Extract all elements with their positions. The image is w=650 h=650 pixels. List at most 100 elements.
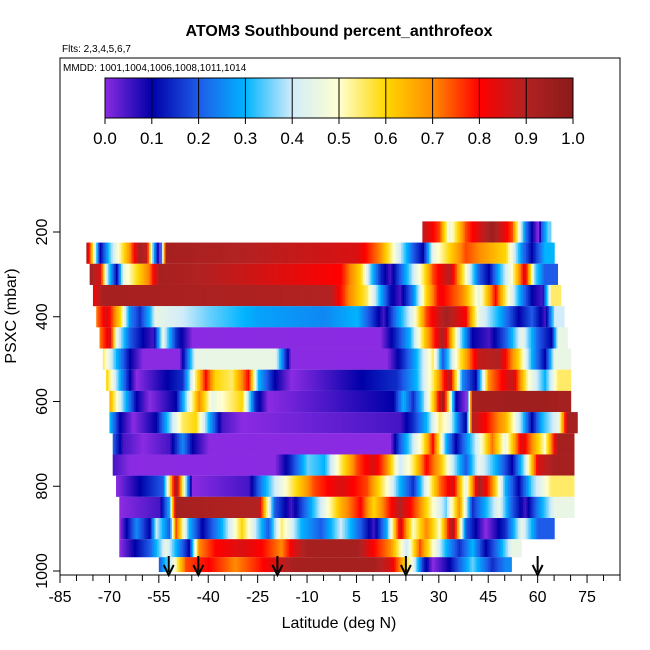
heat-cell bbox=[498, 369, 501, 391]
heat-cell bbox=[430, 348, 433, 370]
heat-cell bbox=[239, 454, 242, 476]
heat-cell bbox=[346, 433, 349, 455]
heat-cell bbox=[234, 496, 237, 519]
heat-cell bbox=[470, 263, 473, 285]
heat-cell bbox=[419, 433, 422, 455]
heat-cell bbox=[522, 433, 526, 455]
heat-cell bbox=[568, 496, 572, 519]
heat-cell bbox=[241, 263, 244, 285]
heat-cell bbox=[427, 496, 430, 519]
heat-cell bbox=[476, 242, 479, 264]
heat-cell bbox=[524, 518, 527, 540]
heat-cell bbox=[218, 433, 221, 455]
heat-cell bbox=[427, 557, 430, 573]
heat-cell bbox=[244, 412, 247, 434]
heat-cell bbox=[144, 348, 147, 370]
heat-cell bbox=[422, 369, 425, 391]
heat-cell bbox=[167, 518, 170, 540]
heat-cell bbox=[480, 557, 483, 573]
heat-cell bbox=[221, 557, 224, 573]
heat-cell bbox=[257, 390, 260, 413]
heat-cell bbox=[400, 433, 404, 455]
heat-cell bbox=[550, 306, 554, 328]
heat-cell bbox=[173, 518, 176, 540]
heat-cell bbox=[232, 306, 236, 328]
heat-cell bbox=[455, 475, 458, 497]
heat-cell bbox=[402, 412, 405, 434]
heat-cell bbox=[307, 539, 310, 558]
heat-cell bbox=[519, 348, 522, 370]
heat-cell bbox=[109, 327, 112, 349]
heat-cell bbox=[519, 454, 522, 476]
heat-cell bbox=[381, 263, 384, 285]
heat-cell bbox=[455, 496, 458, 519]
heat-cell bbox=[346, 518, 349, 540]
heat-cell bbox=[218, 284, 221, 307]
heat-cell bbox=[168, 412, 171, 434]
heat-cell bbox=[172, 327, 175, 349]
heat-cell bbox=[295, 306, 298, 328]
heat-cell bbox=[463, 306, 466, 328]
heat-cell bbox=[382, 242, 386, 264]
heat-cell bbox=[460, 242, 463, 264]
heat-cell bbox=[117, 475, 120, 497]
heat-cell bbox=[293, 327, 297, 349]
heat-cell bbox=[400, 327, 404, 349]
heat-cell bbox=[297, 327, 300, 349]
heat-cell bbox=[331, 390, 335, 413]
heat-cell bbox=[256, 539, 259, 558]
heat-cell bbox=[242, 242, 246, 264]
heat-cell bbox=[359, 496, 363, 519]
heat-cell bbox=[300, 284, 303, 307]
heat-cell bbox=[486, 496, 489, 519]
heat-cell bbox=[223, 242, 226, 264]
heat-cell bbox=[550, 263, 554, 285]
heat-cell bbox=[140, 518, 143, 540]
heat-cell bbox=[211, 496, 214, 519]
heat-cell bbox=[564, 475, 567, 497]
heat-cell bbox=[140, 454, 143, 476]
heat-cell bbox=[284, 433, 287, 455]
heat-cell bbox=[420, 496, 423, 519]
heat-cell bbox=[432, 539, 435, 558]
heat-cell bbox=[331, 306, 335, 328]
heat-cell bbox=[251, 557, 254, 573]
heat-cell bbox=[144, 433, 147, 455]
heat-cell bbox=[372, 518, 376, 540]
heat-cell bbox=[147, 454, 150, 476]
heat-cell bbox=[363, 412, 366, 434]
heat-cell bbox=[447, 242, 450, 264]
heat-cell bbox=[157, 348, 160, 370]
heat-cell bbox=[555, 433, 559, 455]
heat-cell bbox=[234, 557, 237, 573]
heat-cell bbox=[391, 454, 394, 476]
heat-cell bbox=[419, 390, 422, 413]
heat-cell bbox=[363, 306, 366, 328]
heat-cell bbox=[456, 518, 460, 540]
heat-cell bbox=[452, 433, 455, 455]
heat-cell bbox=[264, 496, 267, 519]
heat-cell bbox=[534, 390, 537, 413]
heat-cell bbox=[506, 454, 509, 476]
heat-cell bbox=[540, 284, 544, 307]
heat-cell bbox=[157, 263, 160, 285]
heat-cell bbox=[529, 412, 532, 434]
heat-cell bbox=[259, 390, 262, 413]
heat-cell bbox=[191, 284, 195, 307]
heat-cell bbox=[532, 412, 535, 434]
heat-cell bbox=[325, 327, 328, 349]
heat-cell bbox=[550, 390, 554, 413]
heat-cell bbox=[522, 348, 526, 370]
heat-cell bbox=[307, 306, 310, 328]
heat-cell bbox=[216, 327, 219, 349]
heat-cell bbox=[147, 539, 150, 558]
heat-cell bbox=[158, 327, 162, 349]
heat-cell bbox=[437, 518, 440, 540]
heat-cell bbox=[527, 496, 531, 519]
heat-cell bbox=[368, 496, 371, 519]
heat-cell bbox=[409, 263, 412, 285]
heat-cell bbox=[512, 242, 516, 264]
heat-cell bbox=[427, 475, 430, 497]
heat-cell bbox=[206, 557, 209, 573]
heat-cell bbox=[358, 263, 361, 285]
